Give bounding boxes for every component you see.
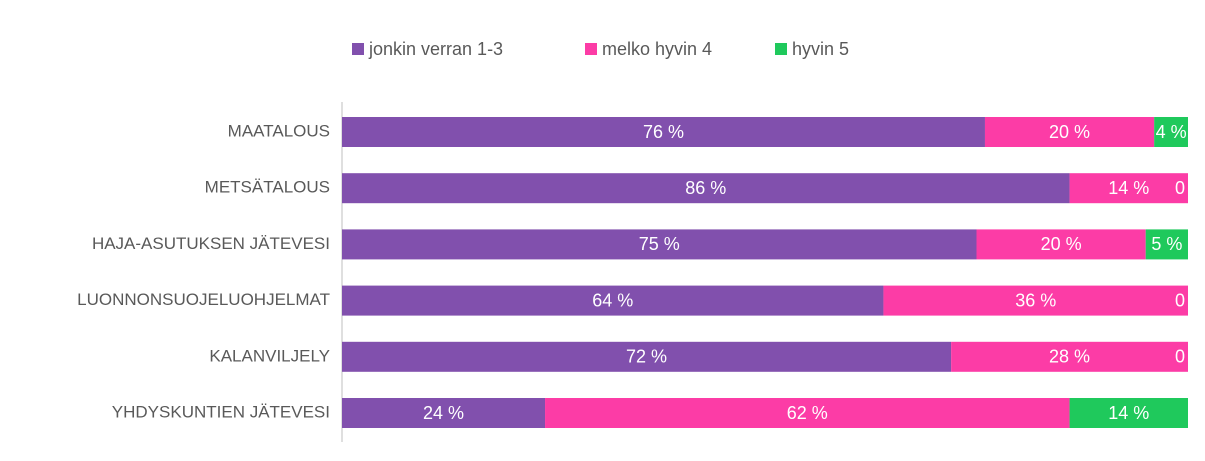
- bar-segment: [1145, 229, 1188, 260]
- legend-swatch: [775, 43, 787, 55]
- bar-segment: [1069, 173, 1188, 204]
- value-label: 28 %: [1049, 347, 1090, 367]
- legend-swatch: [585, 43, 597, 55]
- bar-segment: [342, 341, 952, 372]
- value-label: 14 %: [1108, 178, 1149, 198]
- value-label: 14 %: [1108, 403, 1149, 423]
- bar-segment: [1069, 398, 1188, 428]
- value-label: 4 %: [1156, 122, 1187, 142]
- value-label: 20 %: [1041, 234, 1082, 254]
- bar-segment: [342, 117, 985, 147]
- bar-segment: [1154, 117, 1188, 147]
- value-label: 0: [1175, 347, 1185, 367]
- value-label: 86 %: [685, 178, 726, 198]
- bar-segment: [545, 398, 1070, 428]
- category-label: KALANVILJELY: [209, 346, 330, 365]
- value-label: 5 %: [1151, 234, 1182, 254]
- legend-label: hyvin 5: [792, 39, 849, 59]
- value-label: 72 %: [626, 347, 667, 367]
- value-label: 62 %: [787, 403, 828, 423]
- bar-segment: [951, 341, 1188, 372]
- value-label: 36 %: [1015, 290, 1056, 310]
- legend-label: melko hyvin 4: [602, 39, 712, 59]
- value-label: 64 %: [592, 290, 633, 310]
- value-label: 0: [1175, 290, 1185, 310]
- legend-label: jonkin verran 1-3: [368, 39, 503, 59]
- category-label: METSÄTALOUS: [205, 178, 330, 197]
- bar-segment: [342, 229, 977, 260]
- category-label: YHDYSKUNTIEN JÄTEVESI: [112, 402, 330, 421]
- value-label: 20 %: [1049, 122, 1090, 142]
- value-label: 76 %: [643, 122, 684, 142]
- bar-segment: [976, 229, 1146, 260]
- value-label: 75 %: [639, 234, 680, 254]
- value-label: 24 %: [423, 403, 464, 423]
- bar-segment: [342, 173, 1070, 204]
- value-label: 0: [1175, 178, 1185, 198]
- bar-segment: [984, 117, 1155, 147]
- bar-segment: [342, 285, 884, 316]
- category-label: MAATALOUS: [228, 121, 330, 140]
- bar-segment: [342, 398, 546, 428]
- bar-segment: [883, 285, 1188, 316]
- category-label: LUONNONSUOJELUOHJELMAT: [77, 290, 330, 309]
- legend-swatch: [352, 43, 364, 55]
- category-label: HAJA-ASUTUKSEN JÄTEVESI: [92, 234, 330, 253]
